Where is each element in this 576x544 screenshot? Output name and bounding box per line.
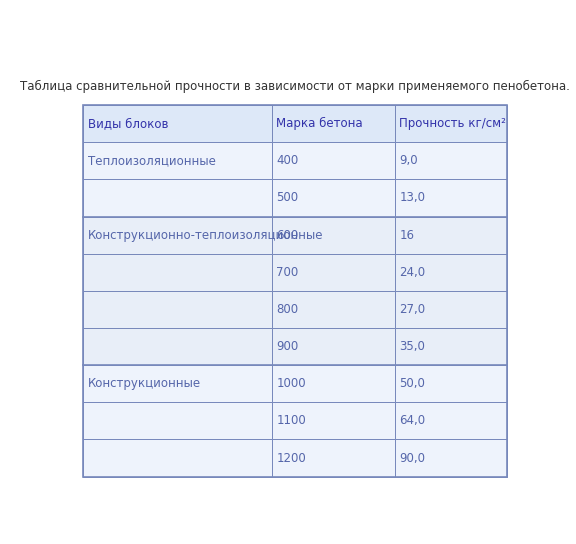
Bar xyxy=(83,142,272,180)
Text: Прочность кг/см²: Прочность кг/см² xyxy=(399,117,506,130)
Text: Теплоизоляционные: Теплоизоляционные xyxy=(88,154,215,168)
Text: 16: 16 xyxy=(399,228,414,242)
Bar xyxy=(83,403,272,440)
Text: Виды блоков: Виды блоков xyxy=(88,117,168,130)
Text: 24,0: 24,0 xyxy=(399,266,426,279)
Bar xyxy=(395,291,507,328)
Bar xyxy=(83,291,272,328)
Bar xyxy=(83,105,507,477)
Text: 1100: 1100 xyxy=(276,415,306,428)
Bar xyxy=(83,217,272,254)
Text: Таблица сравнительной прочности в зависимости от марки применяемого пенобетона.: Таблица сравнительной прочности в зависи… xyxy=(20,80,570,93)
Bar xyxy=(395,180,507,217)
Text: 90,0: 90,0 xyxy=(399,452,425,465)
Text: 600: 600 xyxy=(276,228,298,242)
Bar xyxy=(395,365,507,403)
Bar xyxy=(83,254,272,291)
Text: 64,0: 64,0 xyxy=(399,415,426,428)
Text: 13,0: 13,0 xyxy=(399,191,425,205)
Bar xyxy=(272,217,395,254)
Bar xyxy=(272,180,395,217)
Text: 700: 700 xyxy=(276,266,298,279)
Bar xyxy=(83,440,272,477)
Bar xyxy=(395,403,507,440)
Text: 400: 400 xyxy=(276,154,298,168)
Bar xyxy=(395,254,507,291)
Bar xyxy=(83,180,272,217)
Text: 800: 800 xyxy=(276,303,298,316)
Text: 900: 900 xyxy=(276,340,298,353)
Bar xyxy=(272,328,395,365)
Text: Конструкционно-теплоизоляционные: Конструкционно-теплоизоляционные xyxy=(88,228,323,242)
Bar xyxy=(395,142,507,180)
Bar xyxy=(272,142,395,180)
Bar xyxy=(272,291,395,328)
Text: Марка бетона: Марка бетона xyxy=(276,117,363,130)
Text: 1000: 1000 xyxy=(276,377,306,390)
Bar xyxy=(395,217,507,254)
Text: 35,0: 35,0 xyxy=(399,340,425,353)
Text: 1200: 1200 xyxy=(276,452,306,465)
Bar xyxy=(395,105,507,142)
Text: 27,0: 27,0 xyxy=(399,303,426,316)
Bar xyxy=(272,365,395,403)
Bar xyxy=(272,403,395,440)
Bar xyxy=(83,365,272,403)
Bar xyxy=(272,440,395,477)
Text: Конструкционные: Конструкционные xyxy=(88,377,201,390)
Text: 9,0: 9,0 xyxy=(399,154,418,168)
Text: 50,0: 50,0 xyxy=(399,377,425,390)
Text: 500: 500 xyxy=(276,191,298,205)
Bar xyxy=(395,328,507,365)
Bar xyxy=(272,254,395,291)
Bar xyxy=(395,440,507,477)
Bar xyxy=(272,105,395,142)
Bar xyxy=(83,105,272,142)
Bar xyxy=(83,328,272,365)
